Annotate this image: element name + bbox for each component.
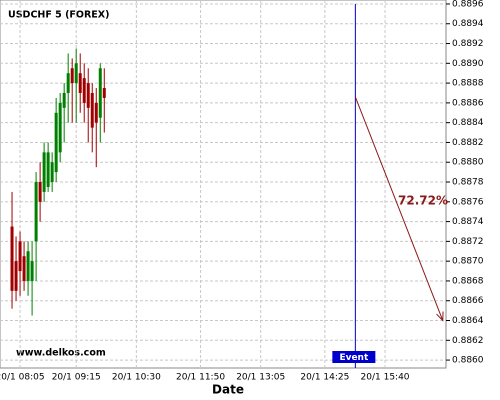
x-tick-label: 20/1 15:40 bbox=[361, 373, 410, 383]
candle-body bbox=[18, 241, 22, 272]
watermark: www.delkos.com bbox=[16, 348, 106, 359]
candle-body bbox=[30, 261, 34, 281]
y-tick-label: 0.8886 bbox=[452, 98, 484, 108]
candle-body bbox=[62, 92, 66, 108]
y-tick-label: 0.8880 bbox=[452, 158, 484, 168]
y-tick-label: 0.8866 bbox=[452, 296, 484, 306]
candle-body bbox=[66, 73, 70, 93]
x-tick-label: 20/1 13:05 bbox=[236, 373, 285, 383]
candle-body bbox=[42, 152, 46, 192]
candle-body bbox=[78, 73, 82, 93]
y-tick-label: 0.8878 bbox=[452, 178, 484, 188]
x-tick-label: 20/1 10:30 bbox=[112, 373, 161, 383]
candle-body bbox=[34, 182, 38, 242]
x-tick-label: 20/1 11:50 bbox=[176, 373, 225, 383]
candle-body bbox=[22, 256, 26, 281]
candle-body bbox=[90, 92, 94, 128]
y-tick-label: 0.8894 bbox=[452, 19, 484, 29]
y-tick-label: 0.8882 bbox=[452, 138, 484, 148]
candle-body bbox=[102, 88, 106, 98]
candle-body bbox=[70, 68, 74, 84]
event-label: Event bbox=[339, 353, 369, 363]
candle-body bbox=[98, 68, 102, 118]
candle-body bbox=[58, 102, 62, 153]
event-box bbox=[332, 351, 376, 363]
candle-body bbox=[14, 261, 18, 291]
candle-body bbox=[82, 78, 86, 103]
y-tick-label: 0.8862 bbox=[452, 336, 484, 346]
candle-body bbox=[46, 152, 50, 187]
candle-body bbox=[50, 162, 54, 183]
x-tick-label: 20/1 08:05 bbox=[0, 373, 45, 383]
projection-arrow bbox=[354, 96, 444, 321]
y-tick-label: 0.8864 bbox=[452, 316, 484, 326]
x-axis-title: Date bbox=[212, 383, 244, 397]
candle-body bbox=[10, 226, 14, 291]
y-tick-label: 0.8860 bbox=[452, 356, 484, 366]
y-tick-label: 0.8892 bbox=[452, 39, 484, 49]
y-tick-label: 0.8884 bbox=[452, 118, 484, 128]
y-tick-label: 0.8870 bbox=[452, 257, 484, 267]
candle-body bbox=[38, 182, 42, 202]
y-tick-label: 0.8868 bbox=[452, 276, 484, 286]
projection-label: 72.72% bbox=[398, 194, 448, 208]
y-tick-label: 0.8896 bbox=[452, 0, 484, 9]
y-tick-label: 0.8876 bbox=[452, 197, 484, 207]
candle-body bbox=[26, 251, 30, 281]
y-tick-label: 0.8888 bbox=[452, 79, 484, 89]
candle-body bbox=[74, 63, 78, 84]
candle-body bbox=[54, 112, 58, 173]
x-tick-label: 20/1 14:25 bbox=[300, 373, 349, 383]
y-tick-label: 0.8890 bbox=[452, 59, 484, 69]
y-tick-label: 0.8872 bbox=[452, 237, 484, 247]
x-tick-label: 20/1 09:15 bbox=[52, 373, 101, 383]
plot-area bbox=[0, 0, 447, 369]
candle-body bbox=[94, 102, 98, 123]
chart-title: USDCHF 5 (FOREX) bbox=[8, 10, 109, 21]
candle-body bbox=[86, 83, 90, 108]
y-tick-label: 0.8874 bbox=[452, 217, 484, 227]
arrow-head bbox=[436, 311, 444, 322]
